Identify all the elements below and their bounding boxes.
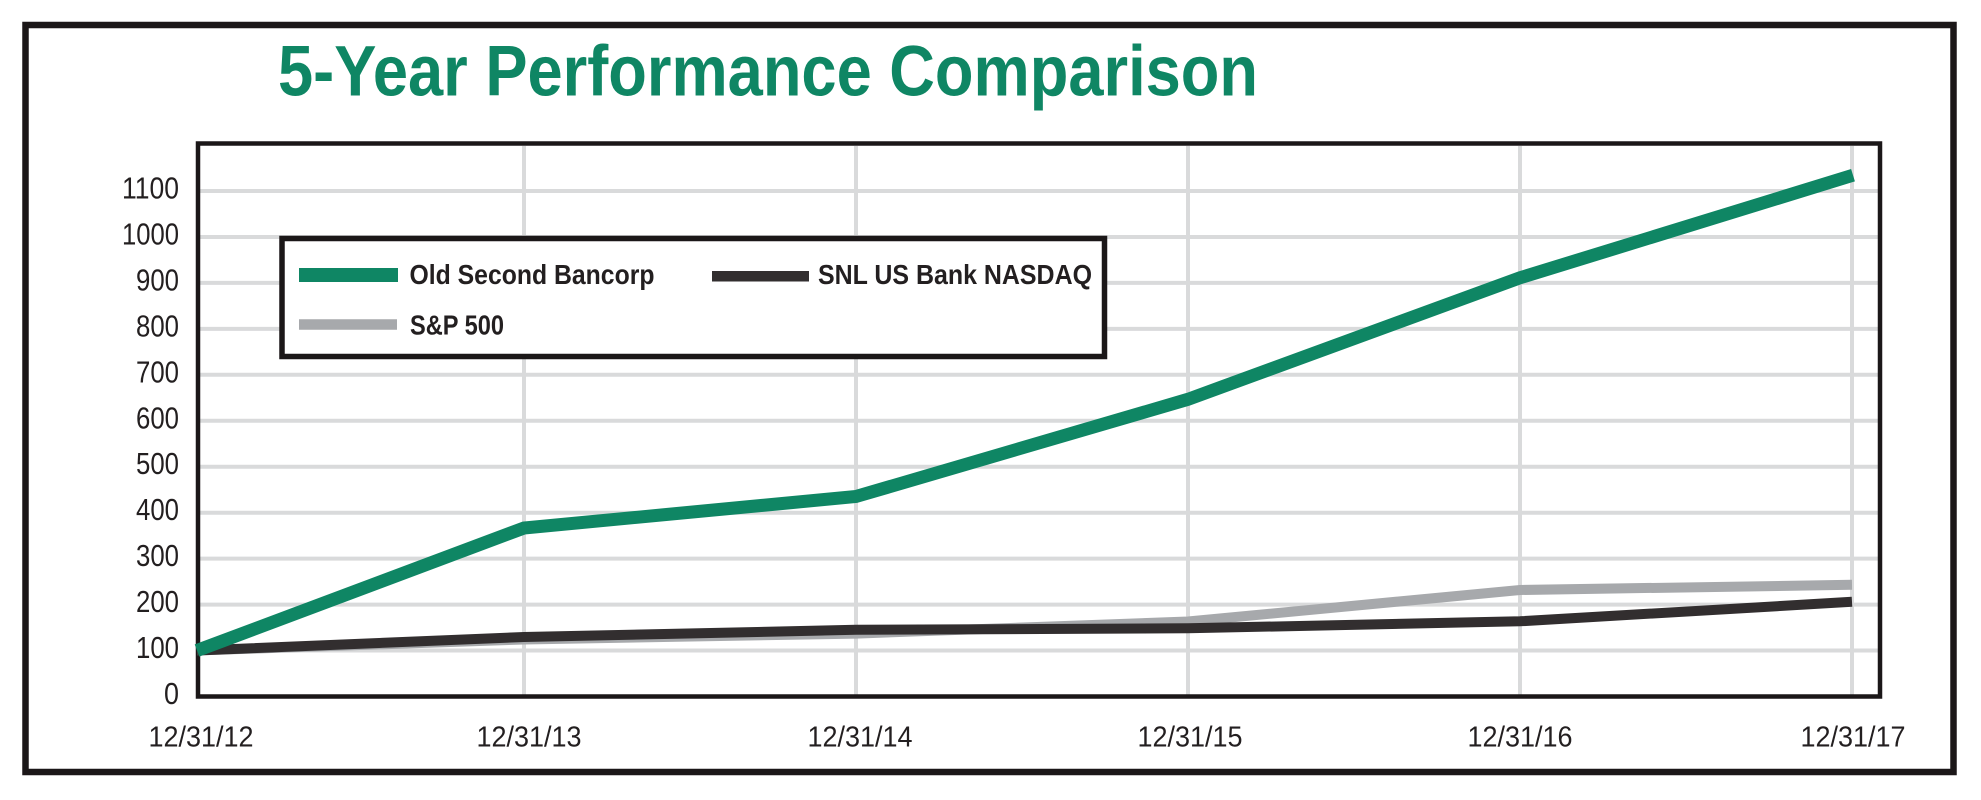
- svg-text:800: 800: [136, 308, 179, 343]
- svg-text:200: 200: [136, 584, 179, 619]
- svg-text:1100: 1100: [122, 171, 179, 206]
- svg-text:12/31/14: 12/31/14: [808, 722, 913, 754]
- svg-text:600: 600: [136, 400, 179, 435]
- svg-text:5-Year Performance Comparison: 5-Year Performance Comparison: [278, 33, 1258, 112]
- svg-text:12/31/12: 12/31/12: [149, 722, 254, 754]
- svg-text:12/31/13: 12/31/13: [477, 722, 582, 754]
- svg-text:S&P 500: S&P 500: [410, 310, 504, 341]
- svg-text:700: 700: [136, 354, 179, 389]
- svg-text:12/31/17: 12/31/17: [1801, 722, 1906, 754]
- svg-text:12/31/16: 12/31/16: [1468, 722, 1573, 754]
- svg-text:12/31/15: 12/31/15: [1138, 722, 1243, 754]
- svg-text:400: 400: [136, 492, 179, 527]
- svg-text:900: 900: [136, 262, 179, 297]
- svg-text:SNL US Bank NASDAQ: SNL US Bank NASDAQ: [818, 259, 1092, 290]
- svg-text:100: 100: [136, 630, 179, 665]
- svg-text:1000: 1000: [122, 217, 179, 252]
- svg-text:300: 300: [136, 538, 179, 573]
- svg-text:500: 500: [136, 446, 179, 481]
- svg-text:0: 0: [164, 676, 179, 711]
- svg-text:Old Second Bancorp: Old Second Bancorp: [410, 259, 655, 290]
